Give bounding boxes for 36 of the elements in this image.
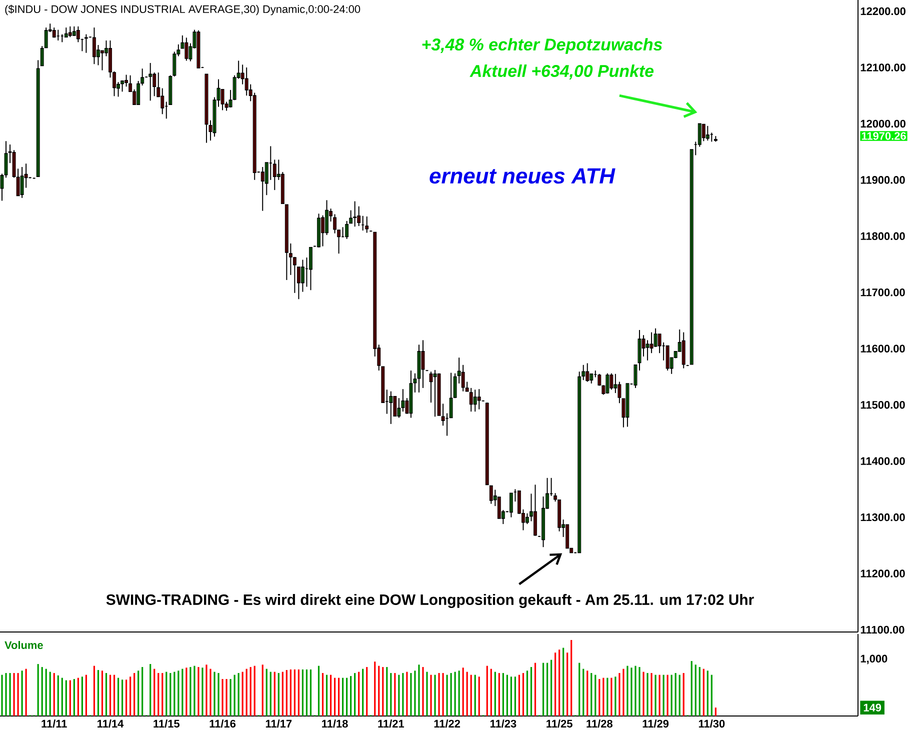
annotation: +3,48 % echter Depotzuwachs bbox=[422, 38, 662, 54]
y-tick-label: 12000.00 bbox=[860, 120, 906, 128]
chart-title: ($INDU - DOW JONES INDUSTRIAL AVERAGE,30) Dynamic,0:00-24:00 bbox=[5, 4, 360, 16]
y-tick-label: 11600.00 bbox=[860, 344, 905, 352]
annotation: Aktuell +634,00 Punkte bbox=[470, 64, 654, 80]
x-tick-label: 11/11 bbox=[42, 720, 67, 728]
y-tick-label: 149 bbox=[864, 704, 882, 712]
text: 11970.26 bbox=[862, 132, 906, 140]
y-tick-label: 11900.00 bbox=[860, 176, 905, 184]
y-tick-label: 11300.00 bbox=[860, 513, 905, 522]
y-tick-label: 12200.00 bbox=[860, 7, 906, 16]
y-tick-label: 12100.00 bbox=[860, 64, 906, 72]
y-tick-label: 11100.00 bbox=[860, 626, 904, 634]
annotation: erneut neues ATH bbox=[430, 168, 616, 184]
x-tick-label: 11/25 bbox=[546, 720, 572, 728]
x-tick-label: 11/16 bbox=[210, 720, 236, 728]
annotation: Volume bbox=[4, 640, 43, 650]
x-tick-label: 11/14 bbox=[98, 720, 124, 728]
x-tick-label: 11/29 bbox=[642, 720, 669, 728]
x-tick-label: 11/23 bbox=[490, 720, 516, 728]
x-tick-label: 11/17 bbox=[266, 720, 292, 728]
x-tick-label: 11/15 bbox=[154, 720, 180, 728]
y-tick-label: 11500.00 bbox=[860, 400, 905, 409]
x-tick-label: 11/22 bbox=[434, 720, 460, 728]
x-tick-label: 11/18 bbox=[322, 720, 348, 728]
y-tick-label: 11800.00 bbox=[860, 232, 905, 240]
candlestick bbox=[714, 136, 718, 142]
candlestick bbox=[353, 200, 357, 228]
y-tick-label: 11200.00 bbox=[860, 570, 905, 578]
x-tick-label: 11/28 bbox=[586, 720, 612, 728]
annotation: SWING-TRADING - Es wird direkt eine DOW Longposition gekauft - Am 25.11. um 17:02 Uhr bbox=[106, 594, 754, 608]
y-tick-label: 11700.00 bbox=[860, 288, 905, 296]
y-tick-label: 11400.00 bbox=[860, 457, 905, 465]
y-tick-label: 1,000 bbox=[860, 654, 888, 664]
x-tick-label: 11/21 bbox=[378, 720, 404, 728]
x-tick-label: 11/30 bbox=[698, 720, 725, 728]
